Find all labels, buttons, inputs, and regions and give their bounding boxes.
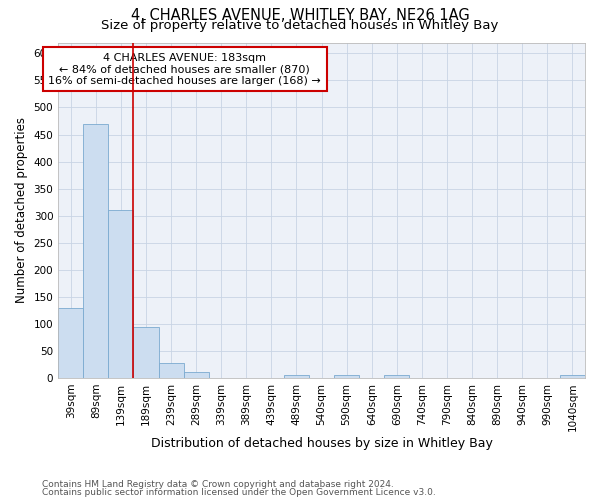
Bar — [334, 376, 359, 378]
Bar — [560, 376, 585, 378]
Bar — [158, 364, 184, 378]
Bar — [58, 308, 83, 378]
X-axis label: Distribution of detached houses by size in Whitley Bay: Distribution of detached houses by size … — [151, 437, 493, 450]
Bar — [133, 326, 158, 378]
Text: 4, CHARLES AVENUE, WHITLEY BAY, NE26 1AG: 4, CHARLES AVENUE, WHITLEY BAY, NE26 1AG — [131, 8, 469, 22]
Bar — [284, 376, 309, 378]
Bar — [385, 376, 409, 378]
Text: Size of property relative to detached houses in Whitley Bay: Size of property relative to detached ho… — [101, 18, 499, 32]
Bar — [184, 372, 209, 378]
Bar — [109, 210, 133, 378]
Y-axis label: Number of detached properties: Number of detached properties — [15, 118, 28, 304]
Text: 4 CHARLES AVENUE: 183sqm  
← 84% of detached houses are smaller (870)
16% of sem: 4 CHARLES AVENUE: 183sqm ← 84% of detach… — [48, 52, 321, 86]
Bar — [83, 124, 109, 378]
Text: Contains public sector information licensed under the Open Government Licence v3: Contains public sector information licen… — [42, 488, 436, 497]
Text: Contains HM Land Registry data © Crown copyright and database right 2024.: Contains HM Land Registry data © Crown c… — [42, 480, 394, 489]
